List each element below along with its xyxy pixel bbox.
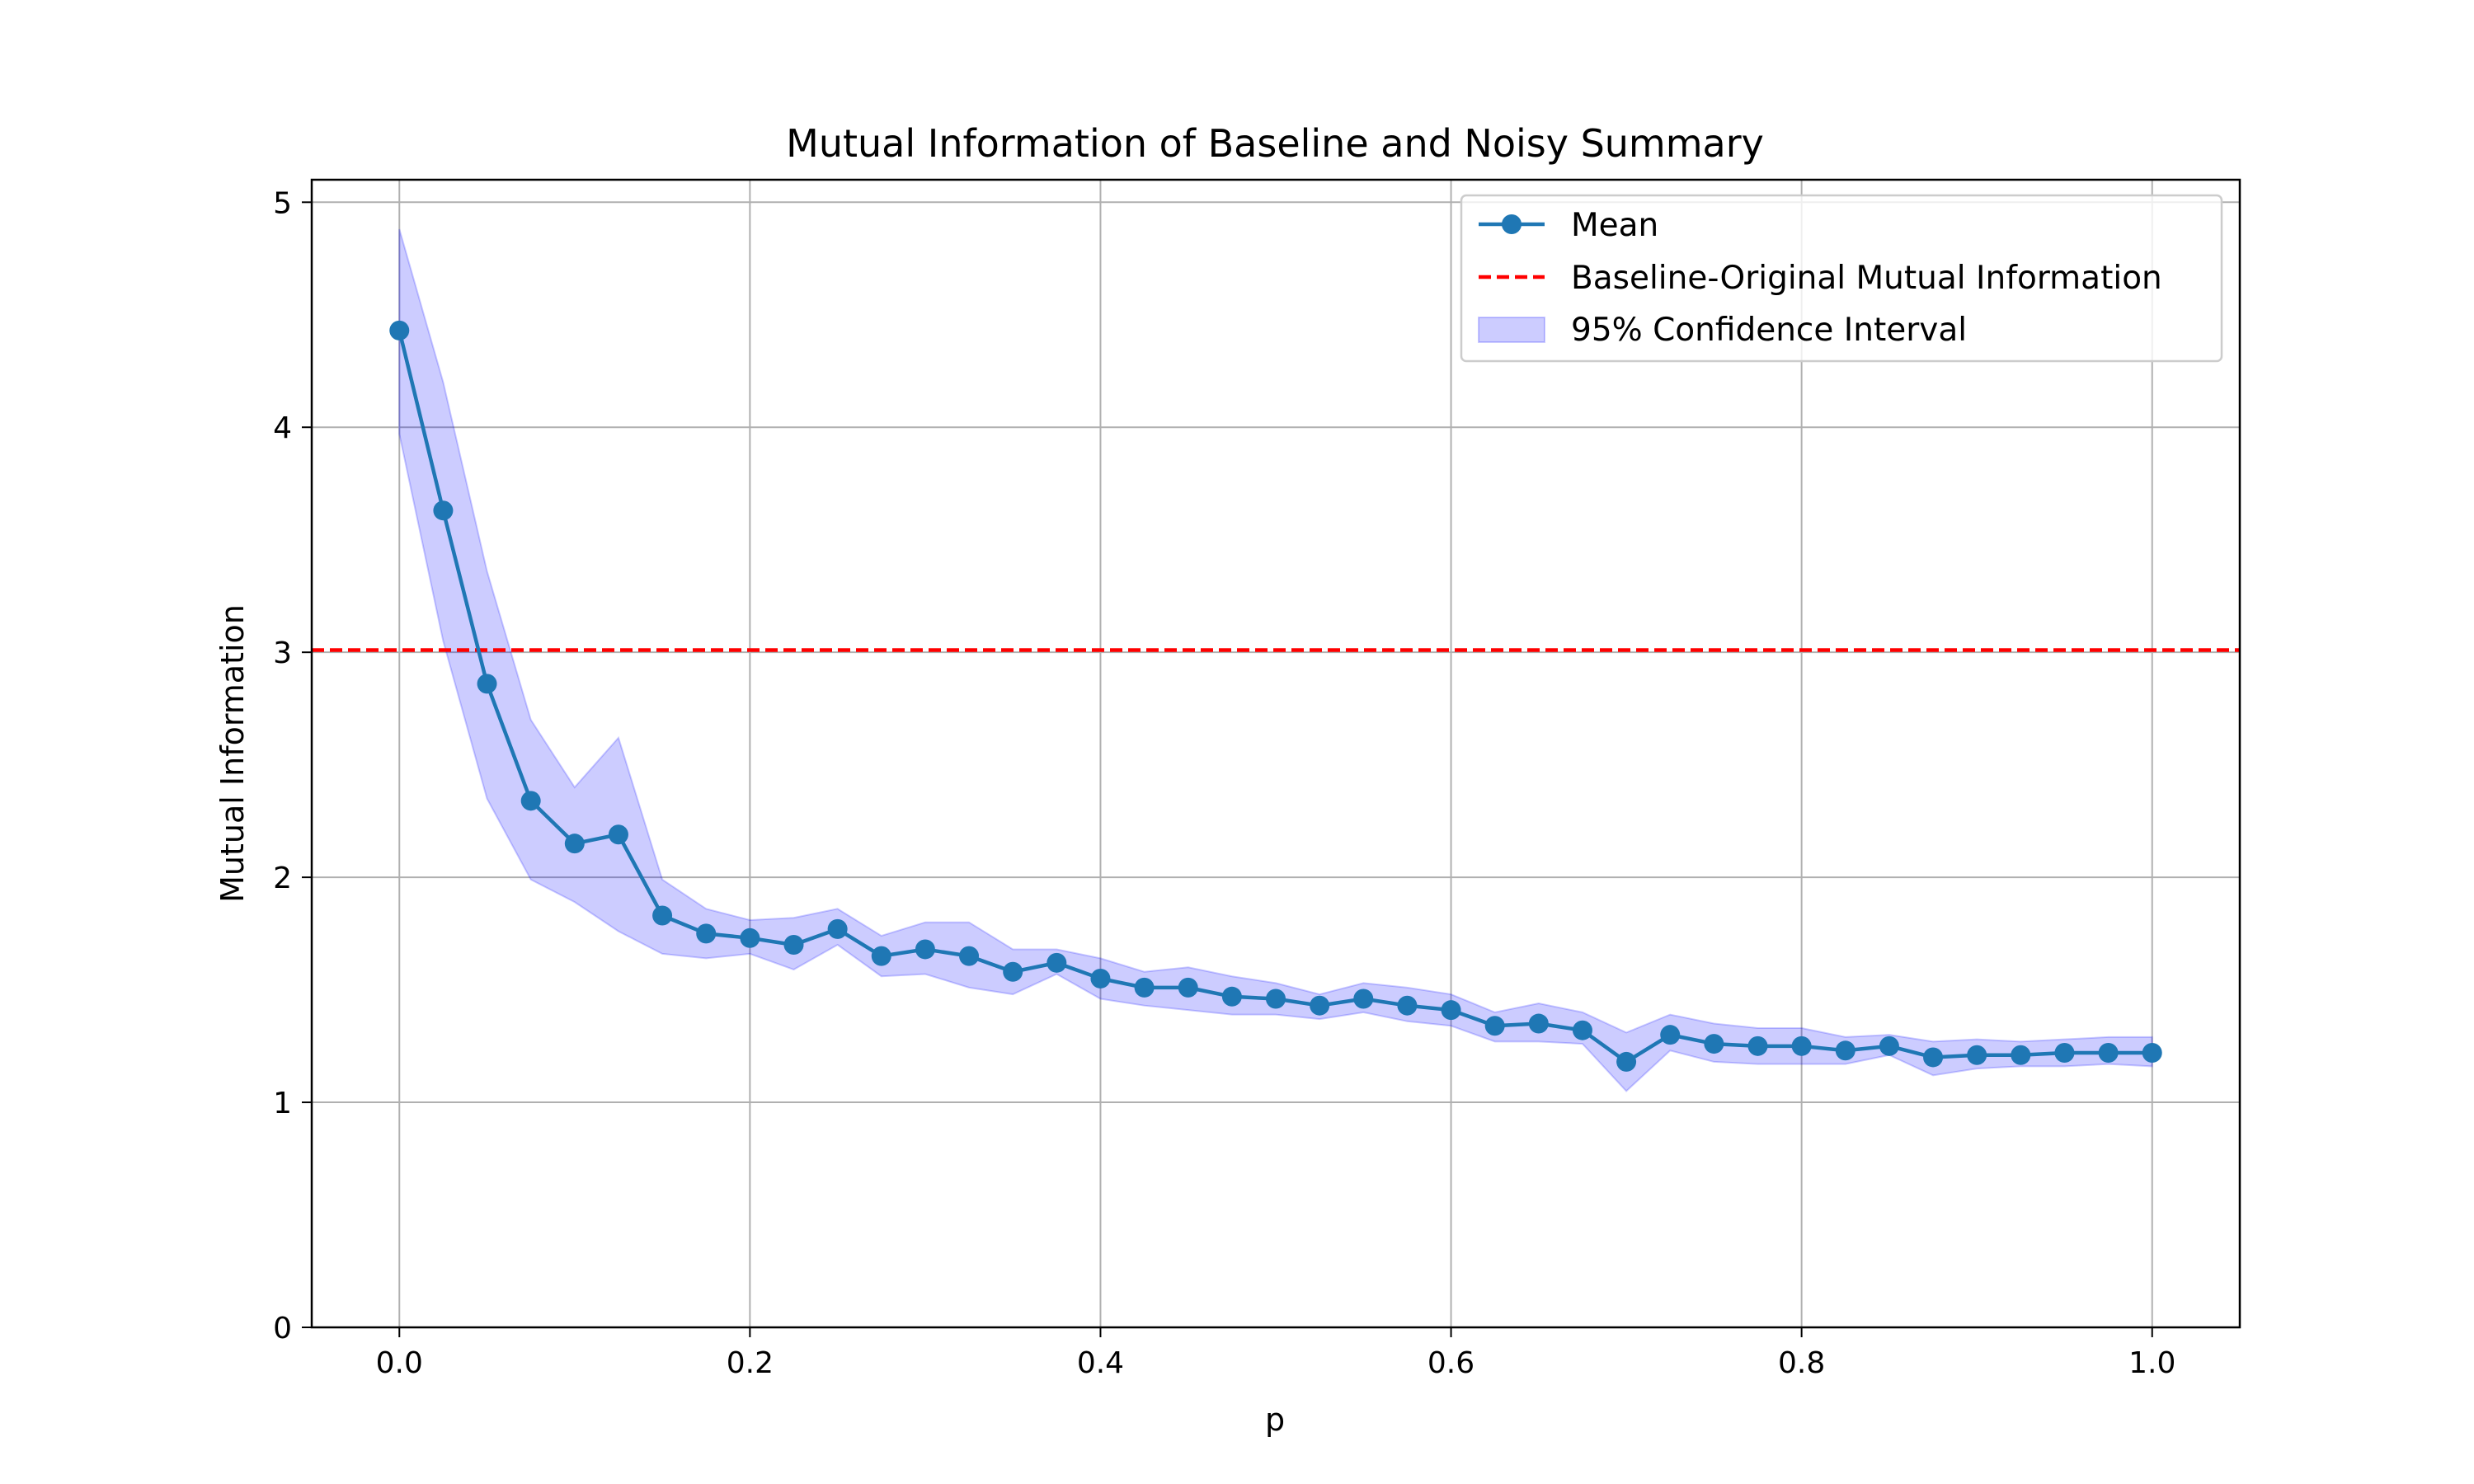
mean-data-point — [740, 928, 760, 948]
mean-data-point — [1879, 1036, 1899, 1056]
mean-data-point — [959, 946, 980, 966]
mean-data-point — [1528, 1013, 1549, 1034]
mean-data-point — [1791, 1036, 1812, 1056]
legend: Mean Baseline-Original Mutual Informatio… — [1460, 194, 2223, 363]
legend-mean-marker — [1502, 214, 1522, 234]
mean-data-point — [389, 320, 410, 340]
legend-reference-label: Baseline-Original Mutual Information — [1571, 260, 2162, 297]
plot-frame — [310, 178, 2241, 1329]
mean-data-point — [1484, 1016, 1505, 1036]
mean-data-point — [2098, 1043, 2119, 1064]
confidence-interval-band — [398, 228, 2153, 1092]
y-axis-ticks: 0 1 2 3 4 5 — [273, 186, 312, 1345]
mean-data-point — [1747, 1036, 1768, 1056]
mean-data-point — [1266, 989, 1286, 1009]
y-tick-label: 1 — [273, 1087, 292, 1120]
mean-data-point — [1221, 986, 1242, 1007]
y-tick-label: 5 — [273, 186, 292, 220]
y-tick-label: 0 — [273, 1312, 292, 1345]
x-tick-label: 1.0 — [2128, 1346, 2175, 1380]
y-tick-label: 4 — [273, 411, 292, 445]
mean-data-point — [2011, 1045, 2031, 1065]
x-tick-label: 0.6 — [1427, 1346, 1475, 1380]
mean-data-point — [477, 674, 497, 694]
x-tick-label: 0.4 — [1077, 1346, 1124, 1380]
mean-data-point — [783, 935, 804, 955]
mean-data-point — [915, 939, 935, 960]
mean-data-point — [696, 923, 717, 944]
mean-data-point — [1572, 1020, 1592, 1040]
mean-data-point — [608, 824, 628, 845]
x-tick-label: 0.2 — [727, 1346, 774, 1380]
mean-data-point — [1353, 989, 1374, 1009]
y-tick-label: 2 — [273, 862, 292, 895]
mean-data-point — [1047, 952, 1067, 973]
mean-data-point — [2142, 1043, 2162, 1064]
legend-box — [1460, 194, 2223, 363]
mean-data-point — [1310, 995, 1330, 1016]
mean-data-point — [1178, 977, 1198, 998]
x-tick-label: 0.0 — [376, 1346, 423, 1380]
y-tick-label: 3 — [273, 636, 292, 670]
mean-data-point — [1090, 968, 1111, 989]
y-axis-label: Mutual Information — [214, 604, 251, 903]
mean-data-point — [1134, 977, 1155, 998]
legend-mean-label: Mean — [1571, 207, 1658, 244]
x-axis-ticks: 0.0 0.2 0.4 0.6 0.8 1.0 — [376, 1327, 2175, 1380]
mean-data-point — [1923, 1047, 1944, 1068]
mean-data-point — [652, 905, 673, 926]
mean-data-point — [871, 946, 891, 966]
legend-ci-label: 95% Confidence Interval — [1571, 312, 1967, 349]
x-tick-label: 0.8 — [1778, 1346, 1825, 1380]
mean-data-point — [1704, 1034, 1724, 1054]
mean-data-point — [827, 918, 848, 939]
legend-ci-swatch — [1478, 317, 1545, 343]
mean-data-point — [2054, 1043, 2075, 1064]
mean-data-point — [564, 834, 585, 854]
mean-data-point — [520, 791, 541, 811]
mean-data-point — [433, 500, 454, 521]
mean-data-point — [1967, 1045, 1987, 1065]
mean-data-point — [1835, 1040, 1856, 1061]
mean-data-point — [1616, 1051, 1637, 1072]
mean-data-point — [1660, 1025, 1681, 1045]
mean-data-point — [1397, 995, 1418, 1016]
chart-title: Mutual Information of Baseline and Noisy… — [786, 121, 1764, 166]
mean-data-point — [1003, 961, 1023, 982]
mean-series-layer — [389, 320, 2162, 1072]
mean-data-point — [1441, 1000, 1461, 1021]
x-axis-label: p — [1265, 1402, 1285, 1438]
confidence-interval-layer — [398, 228, 2153, 1092]
